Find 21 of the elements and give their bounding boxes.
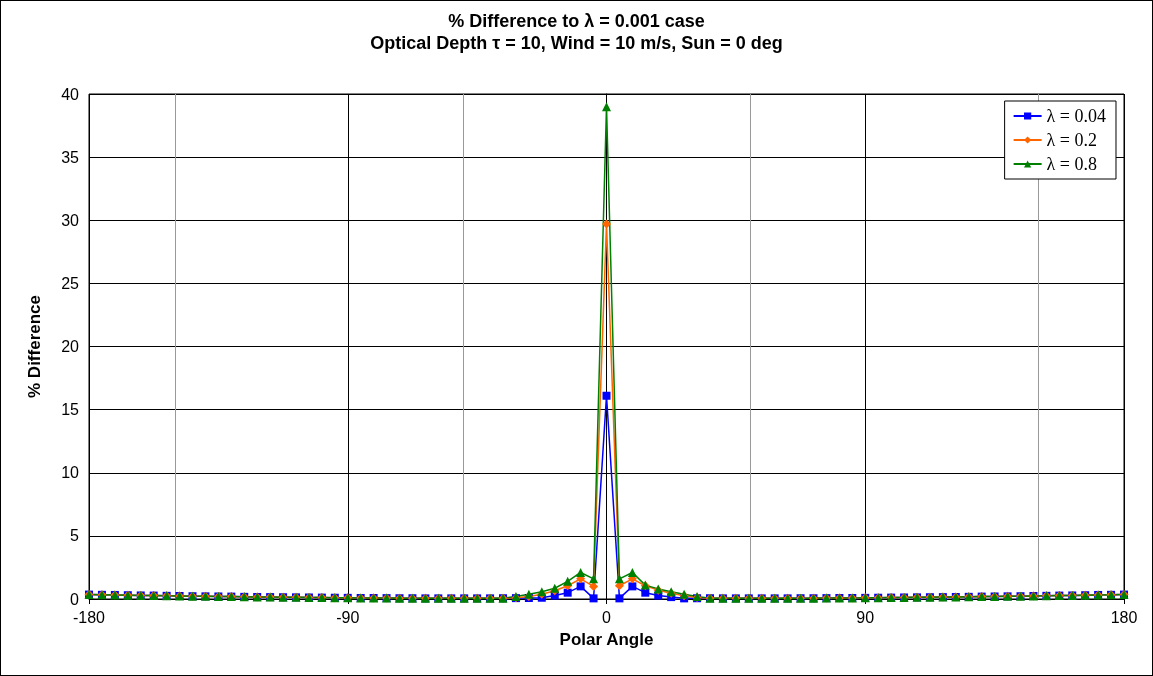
y-tick-label: 40 [61, 85, 80, 103]
y-tick-label: 35 [61, 148, 80, 166]
x-tick-label: 90 [856, 608, 875, 626]
y-tick-label: 15 [61, 401, 80, 419]
legend-label: λ = 0.2 [1046, 130, 1098, 150]
y-tick-label: 5 [70, 527, 80, 545]
x-tick-label: 0 [602, 608, 612, 626]
legend-label: λ = 0.8 [1046, 154, 1098, 174]
x-tick-label: -180 [72, 608, 106, 626]
chart-subtitle: Optical Depth τ = 10, Wind = 10 m/s, Sun = 0 deg [370, 33, 783, 53]
y-tick-label: 30 [61, 211, 80, 229]
y-tick-label: 10 [61, 464, 80, 482]
y-tick-label: 0 [70, 590, 80, 608]
y-tick-label: 20 [61, 338, 80, 355]
chart-title: % Difference to λ = 0.001 case [448, 11, 705, 31]
x-tick-label: -90 [336, 608, 360, 626]
x-tick-label: 180 [1110, 608, 1138, 626]
legend-label: λ = 0.04 [1046, 106, 1107, 126]
y-axis-title: % Difference [25, 295, 44, 398]
y-tick-label: 25 [61, 274, 80, 292]
x-axis-title: Polar Angle [559, 630, 654, 649]
